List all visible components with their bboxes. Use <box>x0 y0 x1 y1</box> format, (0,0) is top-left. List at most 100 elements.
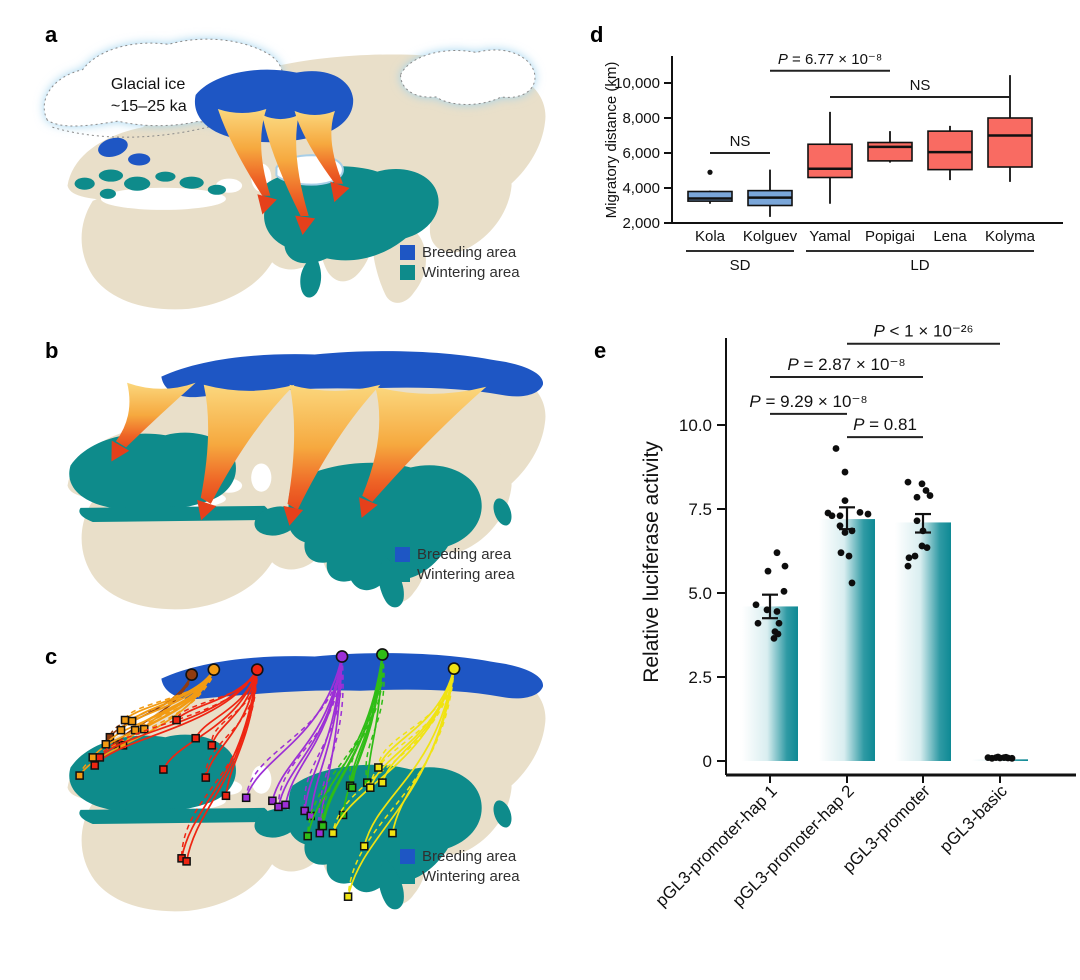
migration-track <box>245 655 343 799</box>
bar-pgl3-promoter <box>895 478 951 761</box>
panel-b-label: b <box>45 338 59 363</box>
wintering-site-marker <box>388 828 397 838</box>
breeding-site-marker <box>447 662 461 675</box>
panel-c-label: c <box>45 644 58 669</box>
migration-track <box>332 667 455 834</box>
wintering-area-swatch <box>395 567 410 582</box>
panel-c-map <box>67 648 546 912</box>
panel-d: d 2,000 4,000 6,000 8,000 10,000 Migratory di… <box>558 12 1080 304</box>
d-significance-text: NS <box>730 133 751 150</box>
migration-track <box>309 655 343 817</box>
d-x-tick-label: Lena <box>933 228 967 245</box>
panel-a-legend: Breeding area Wintering area <box>400 244 520 281</box>
panel-a: a <box>12 14 557 312</box>
breeding-site-marker <box>250 663 264 676</box>
wintering-area-swatch <box>400 869 415 884</box>
bar-pgl3-basic <box>972 753 1028 762</box>
wintering-site-marker <box>95 753 105 762</box>
wintering-area-label: Wintering area <box>422 868 520 885</box>
wintering-site-marker <box>127 716 137 726</box>
d-y-tick-label: 10,000 <box>614 75 660 92</box>
e-y-axis-title: Relative luciferase activity <box>640 441 663 683</box>
migration-track-dashed <box>318 656 344 834</box>
panel-a-map: Glacial ice ~15–25 ka <box>43 38 546 310</box>
migration-track-dashed <box>348 654 384 786</box>
d-y-tick-label: 4,000 <box>622 180 660 197</box>
e-significance-text: P = 9.29 × 10⁻⁸ <box>749 392 867 411</box>
wintering-site-marker <box>303 831 313 841</box>
wintering-site-marker <box>315 828 325 838</box>
migration-track <box>306 653 384 837</box>
panel-e-label: e <box>594 338 607 363</box>
wintering-site-marker <box>281 800 290 810</box>
wintering-site-marker <box>172 715 181 725</box>
glacial-ice-label-line2: ~15–25 ka <box>111 97 187 115</box>
breeding-area-label: Breeding area <box>422 244 517 261</box>
wintering-site-marker <box>159 765 168 774</box>
wintering-area-shapes <box>74 166 439 298</box>
migration-track <box>284 655 343 806</box>
migration-arrows <box>217 109 350 236</box>
panel-c: c Breeding area Wintering <box>12 616 557 961</box>
e-y-tick-label: 5.0 <box>688 584 712 603</box>
panel-a-label: a <box>45 22 58 47</box>
d-significance-text: NS <box>910 77 931 94</box>
wintering-site-marker <box>116 725 126 735</box>
box-yamal <box>807 111 853 204</box>
migration-track <box>185 668 259 863</box>
breeding-area-swatch <box>400 245 415 260</box>
panel-d-label: d <box>590 22 604 47</box>
wintering-site-marker <box>201 773 211 782</box>
d-x-tick-label: Kolguev <box>743 228 798 245</box>
wintering-site-marker <box>182 857 191 866</box>
e-y-tick-label: 10.0 <box>679 416 712 435</box>
breeding-area-shapes <box>161 351 544 398</box>
e-significance-text: P = 2.87 × 10⁻⁸ <box>787 355 905 374</box>
breeding-site-marker <box>335 650 349 663</box>
d-x-tick-label: Kola <box>695 228 726 245</box>
panel-b: b <box>12 314 557 614</box>
wintering-site-marker <box>120 715 130 725</box>
migration-track <box>91 668 215 759</box>
wintering-site-marker <box>365 783 375 792</box>
breeding-site-marker <box>376 648 389 661</box>
wintering-site-marker <box>300 806 309 816</box>
bar-pgl3-promoter-hap-2 <box>819 445 875 761</box>
e-significance-text: P < 1 × 10⁻²⁶ <box>873 322 973 341</box>
migration-track <box>162 668 259 771</box>
d-y-axis-title: Migratory distance (km) <box>603 62 620 219</box>
panel-b-map <box>67 351 546 610</box>
breeding-area-swatch <box>400 849 415 864</box>
migration-track-dashed <box>332 668 455 834</box>
migration-track <box>363 667 455 848</box>
e-x-tick-label: pGL3-basic <box>936 781 1011 856</box>
d-y-tick-label: 8,000 <box>622 110 660 127</box>
wintering-site-marker <box>374 763 383 772</box>
wintering-site-marker <box>328 828 338 838</box>
panel-b-legend: Breeding area Wintering area <box>395 546 515 583</box>
wintering-site-marker <box>347 783 357 792</box>
migration-track-dashed <box>365 654 385 783</box>
migration-track-dashed <box>303 656 344 811</box>
wintering-site-marker <box>191 733 200 743</box>
wintering-site-marker <box>274 802 283 812</box>
d-group-label-SD: SD <box>730 257 751 274</box>
glacial-ice-label-line1: Glacial ice <box>111 75 185 93</box>
breeding-site-marker <box>207 663 221 676</box>
d-x-tick-label: Yamal <box>809 228 850 245</box>
panel-e: e 0 2.5 5.0 7.5 10.0 Relative luciferase acti… <box>558 312 1080 975</box>
d-x-tick-label: Popigai <box>865 228 915 245</box>
migration-track <box>377 667 455 769</box>
box-kola <box>687 169 733 204</box>
track-group-lena <box>303 648 389 841</box>
wintering-site-marker <box>359 841 369 851</box>
e-y-tick-label: 7.5 <box>688 500 712 519</box>
wintering-area-shapes <box>69 432 512 608</box>
migration-arrows <box>111 382 487 526</box>
track-group-yamal <box>90 663 264 866</box>
wintering-area-swatch <box>400 265 415 280</box>
e-y-tick-label: 0 <box>703 752 712 771</box>
wintering-area-label: Wintering area <box>422 264 520 281</box>
wintering-site-marker <box>90 761 100 770</box>
e-y-tick-label: 2.5 <box>688 668 712 687</box>
